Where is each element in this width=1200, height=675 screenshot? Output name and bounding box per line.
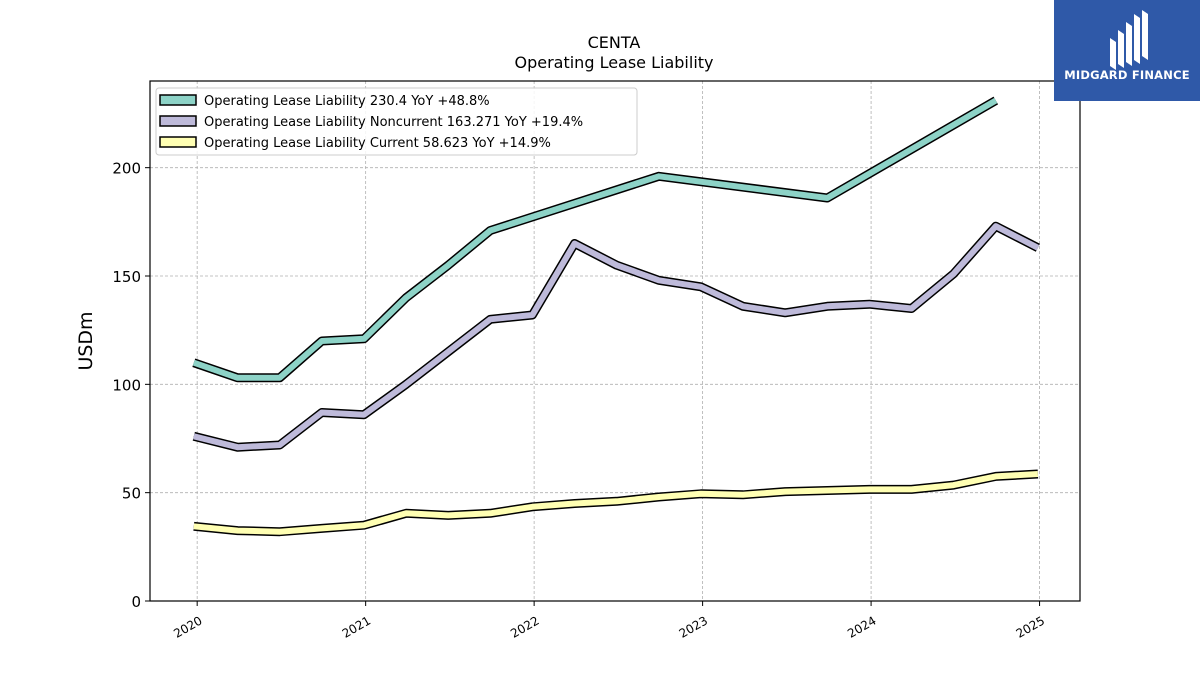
chart-title: CENTA [588,33,641,52]
plot-frame [149,80,1081,602]
y-tick-label: 100 [112,376,141,394]
x-tick-label: 2024 [845,613,878,640]
y-tick-label: 150 [112,268,141,286]
legend: Operating Lease Liability 230.4 YoY +48.… [155,87,638,156]
grid-lines [150,81,1080,602]
x-tick-label: 2022 [508,613,541,640]
brand-name: MIDGARD FINANCE [1064,68,1190,82]
legend-label: Operating Lease Liability 230.4 YoY +48.… [204,94,490,109]
chart-subtitle: Operating Lease Liability [514,53,713,72]
legend-swatch [159,115,197,127]
legend-label: Operating Lease Liability Current 58.623… [204,136,551,151]
midgard-logo-icon [1110,10,1148,70]
brand-logo: MIDGARD FINANCE [1054,0,1200,101]
axes: 0 50 100 150 200 2020 2021 2022 2023 2024 2025 [112,160,1047,641]
x-tick-label: 2021 [340,613,373,640]
y-axis-label: USDm [75,311,97,370]
x-tick-label: 2023 [677,613,710,640]
legend-box [155,87,638,156]
series-line-fill [193,471,1039,535]
y-tick-label: 0 [131,593,141,611]
series-line-fill [193,223,1040,451]
x-tick-label: 2020 [171,613,204,640]
legend-label: Operating Lease Liability Noncurrent 163… [204,115,583,130]
series-line [192,96,999,383]
x-tick-label: 2025 [1014,613,1047,640]
series-line [193,469,1039,537]
series-line-fill [192,97,998,381]
legend-swatch [159,94,197,106]
y-tick-label: 50 [122,485,141,503]
legend-swatch [159,136,197,148]
series-line [192,221,1040,452]
y-tick-label: 200 [112,160,141,178]
series-lines [192,96,1040,537]
